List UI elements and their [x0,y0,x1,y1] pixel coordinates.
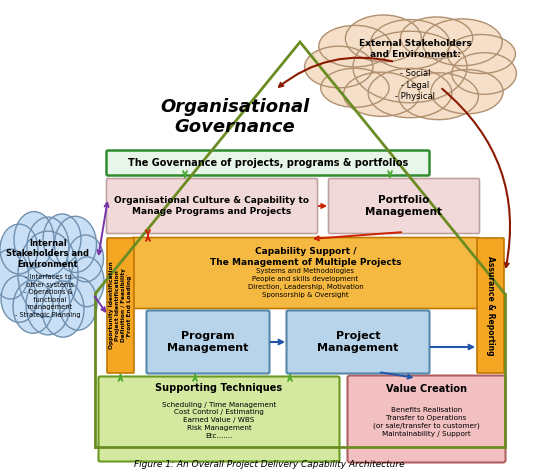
Ellipse shape [321,68,389,107]
Ellipse shape [447,34,515,74]
Ellipse shape [67,235,103,282]
Text: Systems and Methodologies
People and skills development
Direction, Leadership, M: Systems and Methodologies People and ski… [247,268,363,298]
Text: Program
Management: Program Management [167,331,249,353]
Ellipse shape [343,72,420,117]
Text: Scheduling / Time Management
Cost Control / Estimating
Earned Value / WBS
Risk M: Scheduling / Time Management Cost Contro… [162,402,276,438]
Text: Value Creation: Value Creation [386,384,467,394]
Text: Supporting Techniques: Supporting Techniques [155,383,282,393]
Text: External Stakeholders
and Environment:: External Stakeholders and Environment: [359,39,471,59]
Text: Figure 1: An Overall Project Delivery Capability Architecture: Figure 1: An Overall Project Delivery Ca… [133,460,405,469]
Ellipse shape [59,277,97,330]
Ellipse shape [431,69,503,114]
Text: - Social
- Legal
- Physical: - Social - Legal - Physical [395,69,435,101]
Text: - Interfaces to
  other systems
- Operations &
  functional
  management
- Strat: - Interfaces to other systems - Operatio… [15,274,81,318]
Ellipse shape [18,231,78,317]
Ellipse shape [368,68,452,118]
FancyBboxPatch shape [98,377,339,462]
Ellipse shape [54,216,96,272]
Ellipse shape [422,19,502,66]
Ellipse shape [0,224,38,274]
Text: Internal
Stakeholders and
Environment: Internal Stakeholders and Environment [6,239,89,269]
Text: Benefits Realisation
Transfer to Operations
(or sale/transfer to customer)
Maint: Benefits Realisation Transfer to Operati… [373,407,480,437]
Text: Capability Support /
The Management of Multiple Projects: Capability Support / The Management of M… [210,247,401,267]
Ellipse shape [42,281,84,337]
FancyBboxPatch shape [107,178,317,234]
Text: Opportunity Identification
Project Identification
Definition / Feasibility
'Fron: Opportunity Identification Project Ident… [109,261,132,349]
Ellipse shape [13,280,53,333]
Ellipse shape [452,53,516,94]
Text: Project
Management: Project Management [317,331,399,353]
Ellipse shape [27,217,69,276]
Ellipse shape [0,249,29,299]
Ellipse shape [305,46,373,88]
FancyBboxPatch shape [107,151,429,176]
Ellipse shape [400,17,473,59]
Ellipse shape [319,25,391,67]
Ellipse shape [399,73,478,119]
Ellipse shape [1,276,37,322]
Text: Portfolio
Management: Portfolio Management [365,195,442,217]
Ellipse shape [353,31,467,103]
Ellipse shape [70,257,104,307]
FancyBboxPatch shape [348,376,506,463]
FancyBboxPatch shape [107,238,134,373]
Ellipse shape [14,211,54,268]
Ellipse shape [345,15,421,62]
Text: The Governance of projects, programs & portfolios: The Governance of projects, programs & p… [128,158,408,168]
FancyBboxPatch shape [131,237,479,309]
Text: Assurance & Reporting: Assurance & Reporting [486,256,495,355]
Ellipse shape [370,19,450,69]
Ellipse shape [26,276,70,335]
FancyBboxPatch shape [146,311,270,373]
FancyBboxPatch shape [329,178,479,234]
Text: Organisational
Governance: Organisational Governance [160,98,310,136]
FancyBboxPatch shape [477,238,504,373]
FancyBboxPatch shape [287,311,429,373]
Ellipse shape [43,214,81,264]
Text: Organisational Culture & Capability to
Manage Programs and Projects: Organisational Culture & Capability to M… [115,196,309,216]
